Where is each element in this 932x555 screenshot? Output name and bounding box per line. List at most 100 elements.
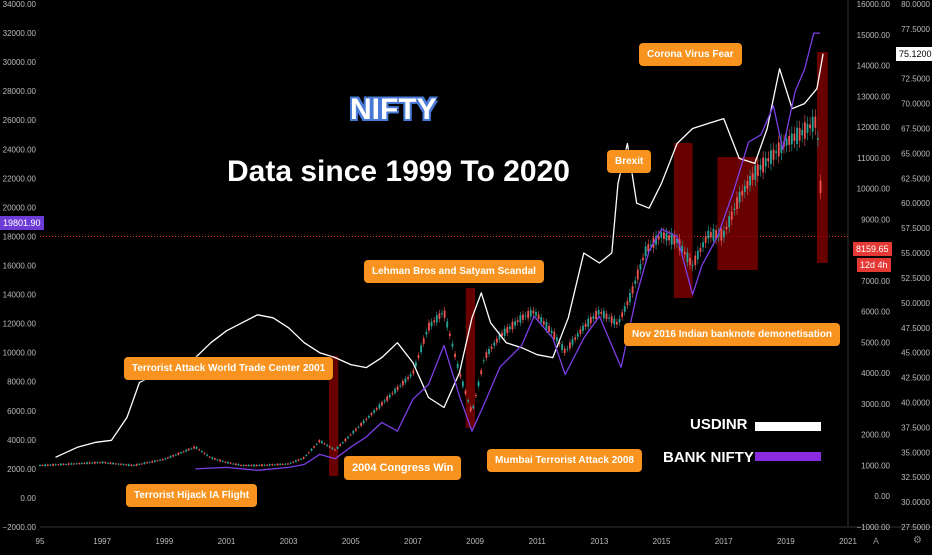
nifty-candle bbox=[305, 454, 308, 456]
nifty-candle bbox=[634, 280, 637, 284]
y-left-tick-label: 22000.00 bbox=[3, 174, 37, 183]
nifty-candle bbox=[279, 463, 282, 465]
nifty-candle bbox=[566, 348, 569, 350]
nifty-candle bbox=[169, 455, 172, 458]
nifty-candle bbox=[344, 438, 347, 442]
nifty-candle bbox=[227, 461, 229, 464]
nifty-candle bbox=[83, 462, 86, 464]
nifty-candle bbox=[767, 158, 770, 162]
y-right-usdinr-tick-label: 72.5000 bbox=[901, 75, 930, 84]
nifty-candle bbox=[383, 400, 386, 402]
nifty-candle bbox=[793, 133, 796, 141]
nifty-candle bbox=[391, 392, 394, 394]
nifty-candle bbox=[751, 173, 754, 180]
nifty-candle bbox=[715, 230, 718, 240]
nifty-candle bbox=[354, 428, 357, 431]
nifty-candle bbox=[360, 423, 362, 426]
nifty-candle bbox=[336, 446, 339, 449]
nifty-candle bbox=[644, 246, 647, 257]
nifty-candle bbox=[545, 322, 548, 330]
nifty-candle bbox=[495, 338, 498, 343]
nifty-candle bbox=[461, 381, 464, 387]
log-scale-button[interactable]: A bbox=[873, 536, 880, 546]
y-left-tick-label: 10000.00 bbox=[3, 349, 37, 358]
y-right-nifty-tick-label: 6000.00 bbox=[861, 308, 890, 317]
nifty-candle bbox=[412, 370, 415, 374]
nifty-candle bbox=[477, 381, 480, 387]
nifty-candle bbox=[52, 463, 54, 466]
nifty-candle bbox=[260, 464, 263, 467]
nifty-candle bbox=[62, 463, 65, 465]
nifty-candle bbox=[409, 374, 412, 377]
nifty-candle bbox=[57, 464, 60, 466]
nifty-candle bbox=[592, 316, 595, 319]
y-right-usdinr-tick-label: 67.5000 bbox=[901, 125, 930, 134]
nifty-candle bbox=[780, 140, 783, 153]
nifty-candle bbox=[415, 362, 417, 367]
nifty-candle bbox=[605, 313, 608, 320]
nifty-candle bbox=[456, 363, 459, 368]
nifty-candle bbox=[723, 230, 725, 238]
y-right-nifty-tick-label: 5000.00 bbox=[861, 338, 890, 347]
nifty-candle bbox=[733, 208, 736, 211]
nifty-candle bbox=[631, 286, 634, 294]
y-right-nifty-tick-label: 2000.00 bbox=[861, 431, 890, 440]
nifty-candle bbox=[394, 388, 396, 394]
nifty-candle bbox=[704, 236, 707, 243]
nifty-candle bbox=[255, 464, 258, 467]
y-right-usdinr-tick-label: 30.0000 bbox=[901, 498, 930, 507]
nifty-candle bbox=[378, 404, 381, 409]
nifty-candle bbox=[764, 158, 767, 167]
nifty-candle bbox=[182, 451, 185, 453]
x-tick-label: 2005 bbox=[342, 537, 360, 546]
nifty-candle bbox=[146, 462, 148, 464]
nifty-candle bbox=[529, 310, 532, 317]
nifty-candle bbox=[357, 426, 360, 428]
nifty-candle bbox=[438, 313, 441, 319]
annotation-lehman: Lehman Bros and Satyam Scandal bbox=[364, 260, 544, 283]
nifty-candle bbox=[508, 326, 511, 330]
y-right-usdinr-tick-label: 57.5000 bbox=[901, 224, 930, 233]
nifty-candle bbox=[127, 464, 130, 466]
event-zone bbox=[816, 52, 828, 263]
x-tick-label: 2003 bbox=[280, 537, 298, 546]
nifty-candle bbox=[349, 434, 352, 436]
nifty-candle bbox=[323, 443, 326, 445]
nifty-candle bbox=[193, 446, 195, 449]
nifty-candle bbox=[326, 444, 329, 446]
nifty-candle bbox=[558, 342, 561, 344]
x-tick-label: 2011 bbox=[529, 537, 547, 546]
nifty-candle bbox=[148, 462, 151, 464]
y-right-nifty-tick-label: 11000.00 bbox=[857, 154, 890, 163]
nifty-candle bbox=[796, 127, 798, 144]
nifty-candle bbox=[219, 459, 222, 462]
y-left-tick-label: 34000.00 bbox=[3, 0, 37, 9]
annotation-mumbai: Mumbai Terrorist Attack 2008 bbox=[487, 449, 642, 472]
y-right-nifty-tick-label: 0.00 bbox=[874, 492, 890, 501]
nifty-candle bbox=[550, 330, 553, 334]
nifty-candle bbox=[746, 180, 749, 189]
y-left-tick-label: 12000.00 bbox=[3, 320, 37, 329]
nifty-candle bbox=[65, 464, 68, 466]
settings-icon[interactable]: ⚙ bbox=[913, 535, 922, 546]
nifty-candle bbox=[339, 444, 342, 447]
y-left-tick-label: 32000.00 bbox=[3, 29, 37, 38]
nifty-candle bbox=[294, 460, 297, 462]
nifty-candle bbox=[104, 462, 107, 464]
nifty-candle bbox=[435, 315, 438, 323]
y-right-usdinr-tick-label: 62.5000 bbox=[901, 174, 930, 183]
y-right-usdinr-tick-label: 60.0000 bbox=[901, 199, 930, 208]
nifty-candle bbox=[177, 452, 180, 455]
nifty-candle bbox=[430, 321, 433, 327]
nifty-candle bbox=[54, 464, 57, 466]
nifty-candle bbox=[232, 463, 235, 465]
nifty-candle bbox=[245, 465, 248, 467]
nifty-candle bbox=[433, 320, 436, 323]
chart-title: NIFTY bbox=[350, 93, 437, 126]
y-left-tick-label: 8000.00 bbox=[7, 378, 36, 387]
nifty-candle bbox=[702, 242, 704, 248]
legend-usdinr-swatch bbox=[755, 422, 821, 431]
nifty-candle bbox=[777, 142, 780, 157]
nifty-candle bbox=[125, 464, 128, 466]
